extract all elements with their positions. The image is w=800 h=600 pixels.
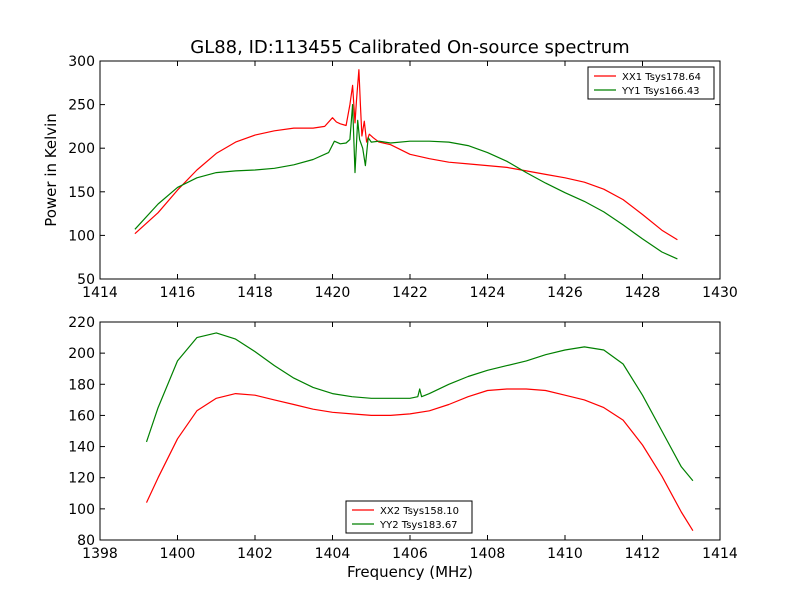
x-tick-label-top-5: 1424 (470, 285, 506, 301)
x-tick-label-bottom-5: 1408 (470, 546, 506, 562)
y-tick-label-bottom-5: 180 (68, 377, 95, 393)
x-tick-label-top-0: 1414 (82, 285, 118, 301)
x-tick-label-bottom-8: 1414 (702, 546, 738, 562)
x-tick-label-bottom-6: 1410 (547, 546, 583, 562)
y-tick-label-bottom-0: 80 (77, 533, 95, 549)
legend-top (587, 66, 715, 100)
y-tick-label-top-4: 250 (68, 98, 95, 114)
plot-bottom: 1398 1400 1402 1404 1406 1408 1410 1412 1414 80 10… (68, 315, 738, 562)
x-axis-label: Frequency (MHz) (347, 563, 473, 581)
x-tick-label-top-7: 1428 (625, 285, 661, 301)
y-tick-label-bottom-6: 200 (68, 346, 95, 362)
y-tick-label-top-5: 300 (68, 54, 95, 70)
series-line-top-1 (134, 103, 678, 260)
x-tick-label-top-1: 1416 (160, 285, 196, 301)
y-axis-label-top: Power in Kelvin (42, 113, 60, 227)
legend-entry-bottom-1: YY2 Tsys183.67 (379, 520, 458, 531)
x-tick-label-bottom-4: 1406 (392, 546, 428, 562)
y-tick-label-bottom-7: 220 (68, 315, 95, 331)
x-tick-label-bottom-0: 1398 (82, 546, 118, 562)
x-tick-label-bottom-3: 1404 (315, 546, 351, 562)
plot-top: 1414 1416 1418 1420 1422 1424 1426 1428 1430 50 10… (42, 54, 738, 301)
x-tick-label-top-3: 1420 (315, 285, 351, 301)
legend-entry-top-0: XX1 Tsys178.64 (622, 72, 701, 83)
y-tick-label-bottom-4: 160 (68, 408, 95, 424)
x-tick-label-bottom-2: 1402 (237, 546, 273, 562)
y-tick-label-bottom-2: 120 (68, 471, 95, 487)
y-tick-label-top-2: 150 (68, 185, 95, 201)
series-line-bottom-0 (145, 388, 694, 532)
y-tick-label-top-0: 50 (77, 272, 95, 288)
x-tick-label-top-2: 1418 (237, 285, 273, 301)
y-tick-label-bottom-3: 140 (68, 440, 95, 456)
legend-bottom (345, 500, 473, 534)
series-line-top-0 (134, 69, 678, 241)
x-tick-label-top-4: 1422 (392, 285, 428, 301)
x-tick-label-bottom-7: 1412 (625, 546, 661, 562)
x-tick-label-top-6: 1426 (547, 285, 583, 301)
series-line-bottom-1 (145, 332, 694, 482)
y-tick-label-bottom-1: 100 (68, 502, 95, 518)
x-tick-label-top-8: 1430 (702, 285, 738, 301)
x-tick-label-bottom-1: 1400 (160, 546, 196, 562)
y-tick-label-top-1: 100 (68, 228, 95, 244)
legend-entry-top-1: YY1 Tsys166.43 (621, 86, 700, 97)
legend-entry-bottom-0: XX2 Tsys158.10 (380, 506, 459, 517)
y-tick-label-top-3: 200 (68, 141, 95, 157)
figure-title: GL88, ID:113455 Calibrated On-source spe… (190, 37, 629, 58)
